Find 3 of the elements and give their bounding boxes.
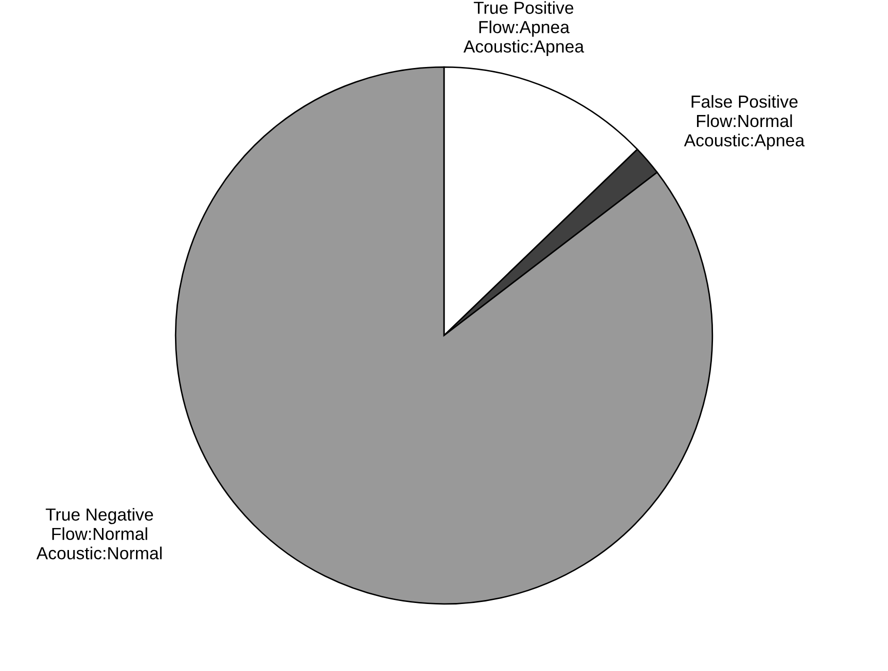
slice-label: True Negative Flow:Normal Acoustic:Normal: [36, 508, 162, 560]
slice-label: True Positive Flow:Apnea Acoustic:Apnea: [463, 1, 584, 56]
slice-label: False Positive Flow:Normal Acoustic:Apnea: [684, 95, 805, 150]
